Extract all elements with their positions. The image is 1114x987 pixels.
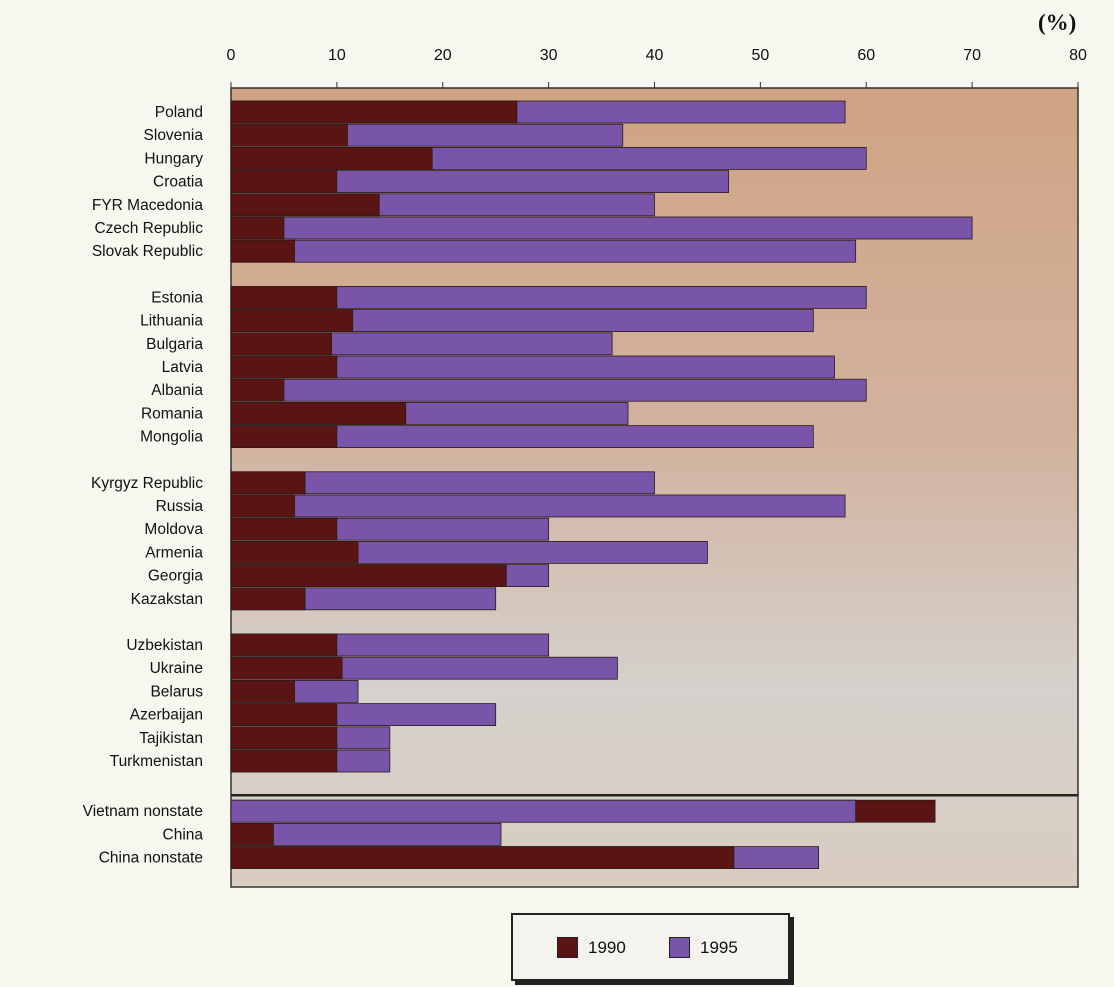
- x-tick-label: 70: [963, 47, 981, 64]
- x-tick-label: 80: [1069, 47, 1087, 64]
- country-label: Croatia: [153, 174, 203, 191]
- country-label: FYR Macedonia: [92, 197, 204, 214]
- country-label: Vietnam nonstate: [83, 803, 203, 820]
- bar-1995: [230, 494, 846, 518]
- country-label: Uzbekistan: [126, 637, 203, 654]
- country-label: Latvia: [162, 359, 204, 376]
- bar-1995: [230, 799, 857, 823]
- bar-1995: [230, 216, 973, 240]
- country-label: China: [163, 826, 204, 843]
- country-label: Russia: [156, 498, 204, 515]
- bar-1990: [230, 680, 295, 703]
- x-tick-label: 0: [227, 47, 236, 64]
- bar-1990: [230, 823, 274, 846]
- bar-1990: [230, 587, 306, 611]
- legend-item-1990: 1990: [557, 937, 626, 958]
- x-tick-label: 50: [751, 47, 769, 64]
- country-label: Czech Republic: [94, 220, 203, 237]
- bar-1990: [230, 193, 380, 217]
- bar-1990: [230, 425, 338, 449]
- x-tick-label: 20: [434, 47, 452, 64]
- country-label: Turkmenistan: [110, 753, 203, 770]
- bar-1995: [230, 239, 857, 263]
- country-label: Ukraine: [150, 660, 203, 677]
- country-label: Romania: [141, 405, 203, 422]
- bar-1990: [230, 564, 507, 587]
- legend-swatch-1995: [669, 937, 690, 958]
- country-label: Bulgaria: [146, 336, 203, 353]
- country-label: Armenia: [145, 544, 203, 561]
- legend-label-1995: 1995: [700, 937, 738, 957]
- legend-label-1990: 1990: [588, 937, 626, 957]
- country-label: Albania: [151, 382, 203, 399]
- bar-1990: [230, 656, 343, 680]
- country-label: Kazakstan: [131, 591, 203, 608]
- bar-1990: [230, 146, 433, 170]
- bar-1990: [230, 216, 285, 240]
- country-label: Moldova: [144, 521, 203, 538]
- unit-label: (%): [1038, 10, 1077, 35]
- bar-1990: [230, 471, 306, 495]
- bar-1990: [230, 285, 338, 309]
- country-label: Estonia: [151, 289, 203, 306]
- country-label: Belarus: [150, 683, 203, 700]
- country-label: Hungary: [144, 150, 203, 167]
- x-tick-label: 60: [857, 47, 875, 64]
- x-tick-label: 40: [646, 47, 664, 64]
- legend-swatch-1990: [557, 937, 578, 958]
- x-tick-label: 10: [328, 47, 346, 64]
- country-label: China nonstate: [99, 850, 203, 867]
- country-label: Kyrgyz Republic: [91, 475, 203, 492]
- bar-1990: [230, 749, 338, 773]
- legend: 1990 1995: [511, 913, 790, 981]
- bar-1990: [230, 633, 338, 657]
- bar-1990: [230, 309, 354, 333]
- country-label: Poland: [155, 104, 203, 121]
- country-label: Georgia: [148, 568, 204, 585]
- country-label: Slovak Republic: [92, 243, 203, 260]
- bar-1990: [230, 170, 338, 194]
- country-label: Slovenia: [144, 127, 204, 144]
- bar-1990: [230, 239, 295, 263]
- country-label: Tajikistan: [139, 730, 203, 747]
- bar-1990: [230, 332, 332, 356]
- bar-1990: [230, 355, 338, 379]
- bar-1990: [230, 726, 338, 750]
- bar-1990: [230, 123, 348, 147]
- bar-1990: [230, 703, 338, 726]
- bar-1990: [230, 517, 338, 541]
- bar-1990: [230, 846, 735, 869]
- bar-1990: [230, 494, 295, 518]
- bar-1990: [230, 541, 359, 564]
- bar-1990: [230, 100, 518, 124]
- country-label: Azerbaijan: [130, 707, 203, 724]
- bar-1990: [230, 401, 407, 425]
- x-tick-label: 30: [540, 47, 558, 64]
- country-label: Lithuania: [140, 313, 203, 330]
- bar-1995: [230, 378, 867, 402]
- country-label: Mongolia: [140, 429, 203, 446]
- legend-item-1995: 1995: [669, 937, 738, 958]
- bar-1990: [230, 378, 285, 402]
